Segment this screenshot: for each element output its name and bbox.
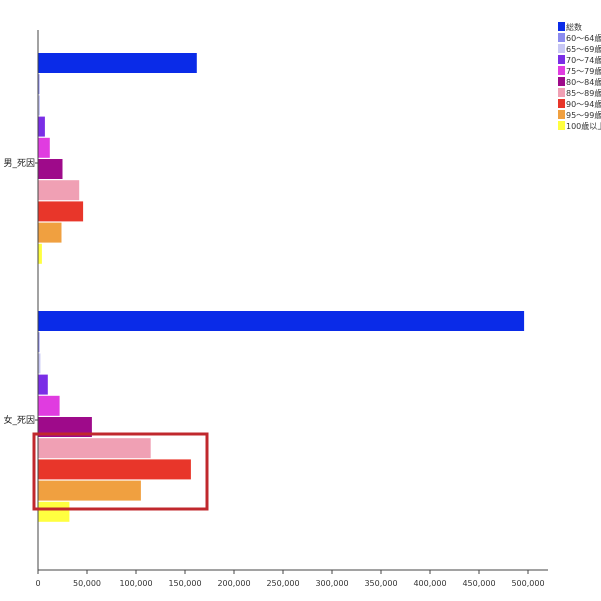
bar-female-3 bbox=[38, 374, 48, 395]
bar-male-1 bbox=[38, 74, 40, 95]
legend-swatch bbox=[558, 33, 565, 42]
bar-female-8 bbox=[38, 480, 141, 501]
legend-label: 総数 bbox=[566, 22, 582, 32]
x-tick-label: 450,000 bbox=[462, 579, 495, 588]
legend-swatch bbox=[558, 99, 565, 108]
bar-female-5 bbox=[38, 417, 92, 437]
bars-group bbox=[38, 53, 525, 522]
bar-female-6 bbox=[38, 438, 151, 459]
bar-female-9 bbox=[38, 501, 70, 522]
bar-male-9 bbox=[38, 243, 42, 264]
bar-female-2 bbox=[38, 353, 41, 374]
x-tick-label: 300,000 bbox=[315, 579, 348, 588]
legend-label: 70～74歳 bbox=[566, 55, 601, 65]
legend-label: 75～79歳 bbox=[566, 66, 601, 76]
legend-label: 60～64歳 bbox=[566, 33, 601, 43]
x-tick-label: 0 bbox=[35, 579, 40, 588]
x-tick-label: 200,000 bbox=[217, 579, 250, 588]
legend-swatch bbox=[558, 77, 565, 86]
bar-male-6 bbox=[38, 180, 80, 201]
bar-male-0 bbox=[38, 53, 197, 73]
bar-male-3 bbox=[38, 116, 45, 137]
bar-female-4 bbox=[38, 395, 60, 416]
legend-swatch bbox=[558, 44, 565, 53]
legend-label: 100歳以上 bbox=[566, 121, 601, 131]
category-label: 男_死因 bbox=[3, 158, 35, 169]
legend: 総数60～64歳65～69歳70～74歳75～79歳80～84歳85～89歳90… bbox=[558, 22, 601, 131]
x-tick-label: 50,000 bbox=[73, 579, 101, 588]
category-labels: 男_死因女_死因 bbox=[3, 158, 38, 426]
legend-swatch bbox=[558, 66, 565, 75]
legend-label: 65～69歳 bbox=[566, 44, 601, 54]
legend-swatch bbox=[558, 110, 565, 119]
x-tick-label: 500,000 bbox=[511, 579, 544, 588]
bar-male-2 bbox=[38, 95, 40, 116]
legend-label: 90～94歳 bbox=[566, 99, 601, 109]
legend-swatch bbox=[558, 55, 565, 64]
x-axis-ticks: 0 50,000 100,000 150,000 200,000 250,000 300,0… bbox=[35, 570, 545, 588]
bar-male-8 bbox=[38, 222, 62, 243]
legend-swatch bbox=[558, 121, 565, 130]
category-label: 女_死因 bbox=[3, 414, 35, 426]
highlight-box bbox=[32, 432, 209, 511]
bar-male-7 bbox=[38, 201, 84, 222]
bar-male-5 bbox=[38, 159, 63, 179]
legend-label: 80～84歳 bbox=[566, 77, 601, 87]
x-tick-label: 150,000 bbox=[168, 579, 201, 588]
x-tick-label: 250,000 bbox=[266, 579, 299, 588]
legend-label: 85～89歳 bbox=[566, 88, 601, 98]
bar-female-1 bbox=[38, 332, 40, 353]
legend-swatch bbox=[558, 88, 565, 97]
x-tick-label: 350,000 bbox=[364, 579, 397, 588]
bar-male-4 bbox=[38, 137, 50, 158]
x-tick-label: 100,000 bbox=[119, 579, 152, 588]
legend-label: 95～99歳 bbox=[566, 110, 601, 120]
legend-swatch bbox=[558, 22, 565, 31]
bar-female-7 bbox=[38, 459, 191, 480]
x-tick-label: 400,000 bbox=[413, 579, 446, 588]
bar-female-0 bbox=[38, 311, 525, 331]
